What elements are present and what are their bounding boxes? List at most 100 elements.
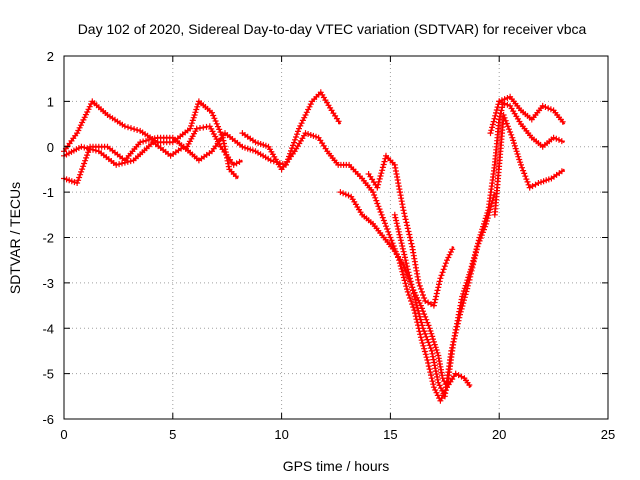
axis-ticks: 0 5 10 15 20 25 -6 -5 -4 -3 -2 -1 0 1 2: [42, 49, 615, 442]
data-point: [393, 217, 400, 224]
series-track-1: [61, 98, 239, 180]
data-point: [524, 178, 531, 185]
x-tick-label: 15: [383, 427, 397, 442]
data-point: [412, 296, 419, 303]
data-point: [77, 122, 84, 129]
y-tick-label: -1: [42, 185, 54, 200]
data-point: [375, 181, 382, 188]
data-point: [470, 261, 477, 268]
data-point: [376, 175, 383, 182]
data-point: [430, 338, 437, 345]
data-point: [437, 275, 444, 282]
data-point: [419, 288, 425, 295]
data-point: [509, 134, 516, 141]
data-point: [400, 271, 407, 278]
data-point: [545, 176, 552, 183]
data-point: [213, 120, 220, 127]
data-point: [467, 273, 474, 280]
data-point: [504, 95, 511, 101]
data-point: [539, 102, 546, 109]
data-point: [414, 305, 421, 311]
data-point: [77, 171, 84, 178]
data-point: [467, 270, 474, 277]
data-point: [456, 314, 463, 321]
data-point: [75, 127, 82, 134]
data-point: [489, 124, 496, 131]
x-tick-label: 25: [601, 427, 615, 442]
data-point: [507, 129, 514, 135]
data-point: [71, 179, 78, 186]
data-point: [396, 231, 403, 238]
data-point: [466, 382, 473, 388]
data-point: [559, 118, 566, 125]
data-point: [387, 234, 394, 241]
data-point: [125, 124, 131, 131]
series-line: [493, 114, 566, 215]
data-point: [453, 326, 460, 333]
data-point: [493, 107, 500, 113]
data-point: [374, 184, 381, 191]
data-point: [435, 284, 442, 291]
data-point: [427, 345, 434, 352]
data-point: [195, 101, 201, 108]
data-point: [401, 277, 408, 284]
data-point: [209, 109, 215, 116]
data-point: [405, 292, 412, 298]
data-point: [496, 98, 503, 105]
data-point: [298, 120, 305, 127]
data-point: [428, 375, 435, 382]
data-point: [468, 267, 475, 274]
series-track-10: [496, 98, 565, 150]
data-point: [432, 387, 439, 393]
data-point: [542, 104, 549, 110]
data-point: [134, 127, 141, 133]
data-point: [433, 293, 440, 300]
data-point: [430, 381, 437, 388]
data-point: [469, 264, 476, 271]
data-point: [124, 158, 131, 165]
data-point: [87, 146, 94, 152]
data-point: [479, 229, 486, 236]
data-point: [76, 124, 83, 131]
y-tick-label: -3: [42, 276, 54, 291]
data-point: [404, 288, 411, 295]
data-point: [75, 177, 82, 184]
data-point: [412, 299, 419, 306]
x-tick-label: 10: [274, 427, 288, 442]
data-point: [420, 325, 426, 332]
data-point: [78, 143, 85, 150]
data-point: [296, 125, 302, 132]
data-point: [377, 173, 384, 179]
data-point: [482, 223, 489, 230]
data-point: [405, 269, 412, 276]
data-point: [476, 237, 483, 244]
data-point: [299, 117, 306, 124]
series-track-3: [61, 89, 342, 168]
data-point: [82, 157, 89, 164]
data-point: [306, 103, 313, 110]
data-point: [419, 340, 426, 346]
data-point: [426, 325, 433, 332]
data-point: [404, 266, 411, 273]
data-point: [416, 310, 423, 317]
data-point: [375, 203, 382, 210]
data-point: [433, 290, 440, 297]
data-point: [523, 176, 530, 183]
data-point: [423, 354, 430, 361]
data-point: [340, 190, 347, 197]
data-point: [81, 160, 88, 167]
data-point: [415, 279, 422, 286]
data-point: [460, 300, 467, 307]
data-point: [423, 333, 430, 340]
data-point: [485, 212, 492, 219]
data-point: [473, 246, 480, 253]
data-point: [303, 109, 310, 116]
data-point: [431, 341, 438, 348]
data-point: [511, 142, 518, 149]
data-point: [455, 317, 462, 324]
data-series: [61, 89, 566, 404]
data-point: [462, 291, 469, 298]
data-point: [379, 214, 386, 221]
data-point: [461, 294, 468, 301]
